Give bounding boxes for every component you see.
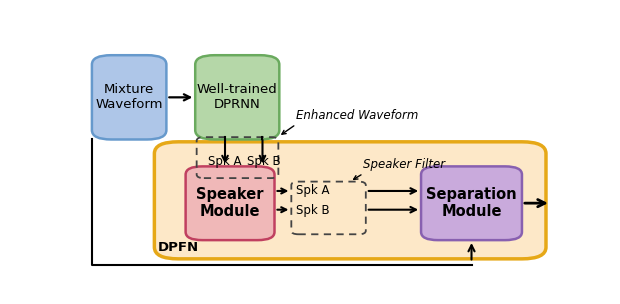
Text: Spk A: Spk A bbox=[208, 155, 242, 168]
Text: Spk A: Spk A bbox=[296, 185, 330, 198]
Text: Spk B: Spk B bbox=[247, 155, 281, 168]
Text: Separation
Module: Separation Module bbox=[426, 187, 517, 219]
Text: Speaker Filter: Speaker Filter bbox=[363, 158, 446, 171]
Text: Spk B: Spk B bbox=[296, 204, 330, 217]
FancyBboxPatch shape bbox=[421, 166, 522, 240]
FancyBboxPatch shape bbox=[154, 142, 546, 259]
FancyBboxPatch shape bbox=[185, 166, 275, 240]
Text: Speaker
Module: Speaker Module bbox=[197, 187, 264, 219]
Text: DPFN: DPFN bbox=[158, 241, 200, 254]
Text: Enhanced Waveform: Enhanced Waveform bbox=[296, 109, 419, 122]
Text: Well-trained
DPRNN: Well-trained DPRNN bbox=[197, 83, 278, 111]
FancyBboxPatch shape bbox=[92, 55, 166, 140]
FancyBboxPatch shape bbox=[195, 55, 279, 140]
Text: Mixture
Waveform: Mixture Waveform bbox=[95, 83, 163, 111]
